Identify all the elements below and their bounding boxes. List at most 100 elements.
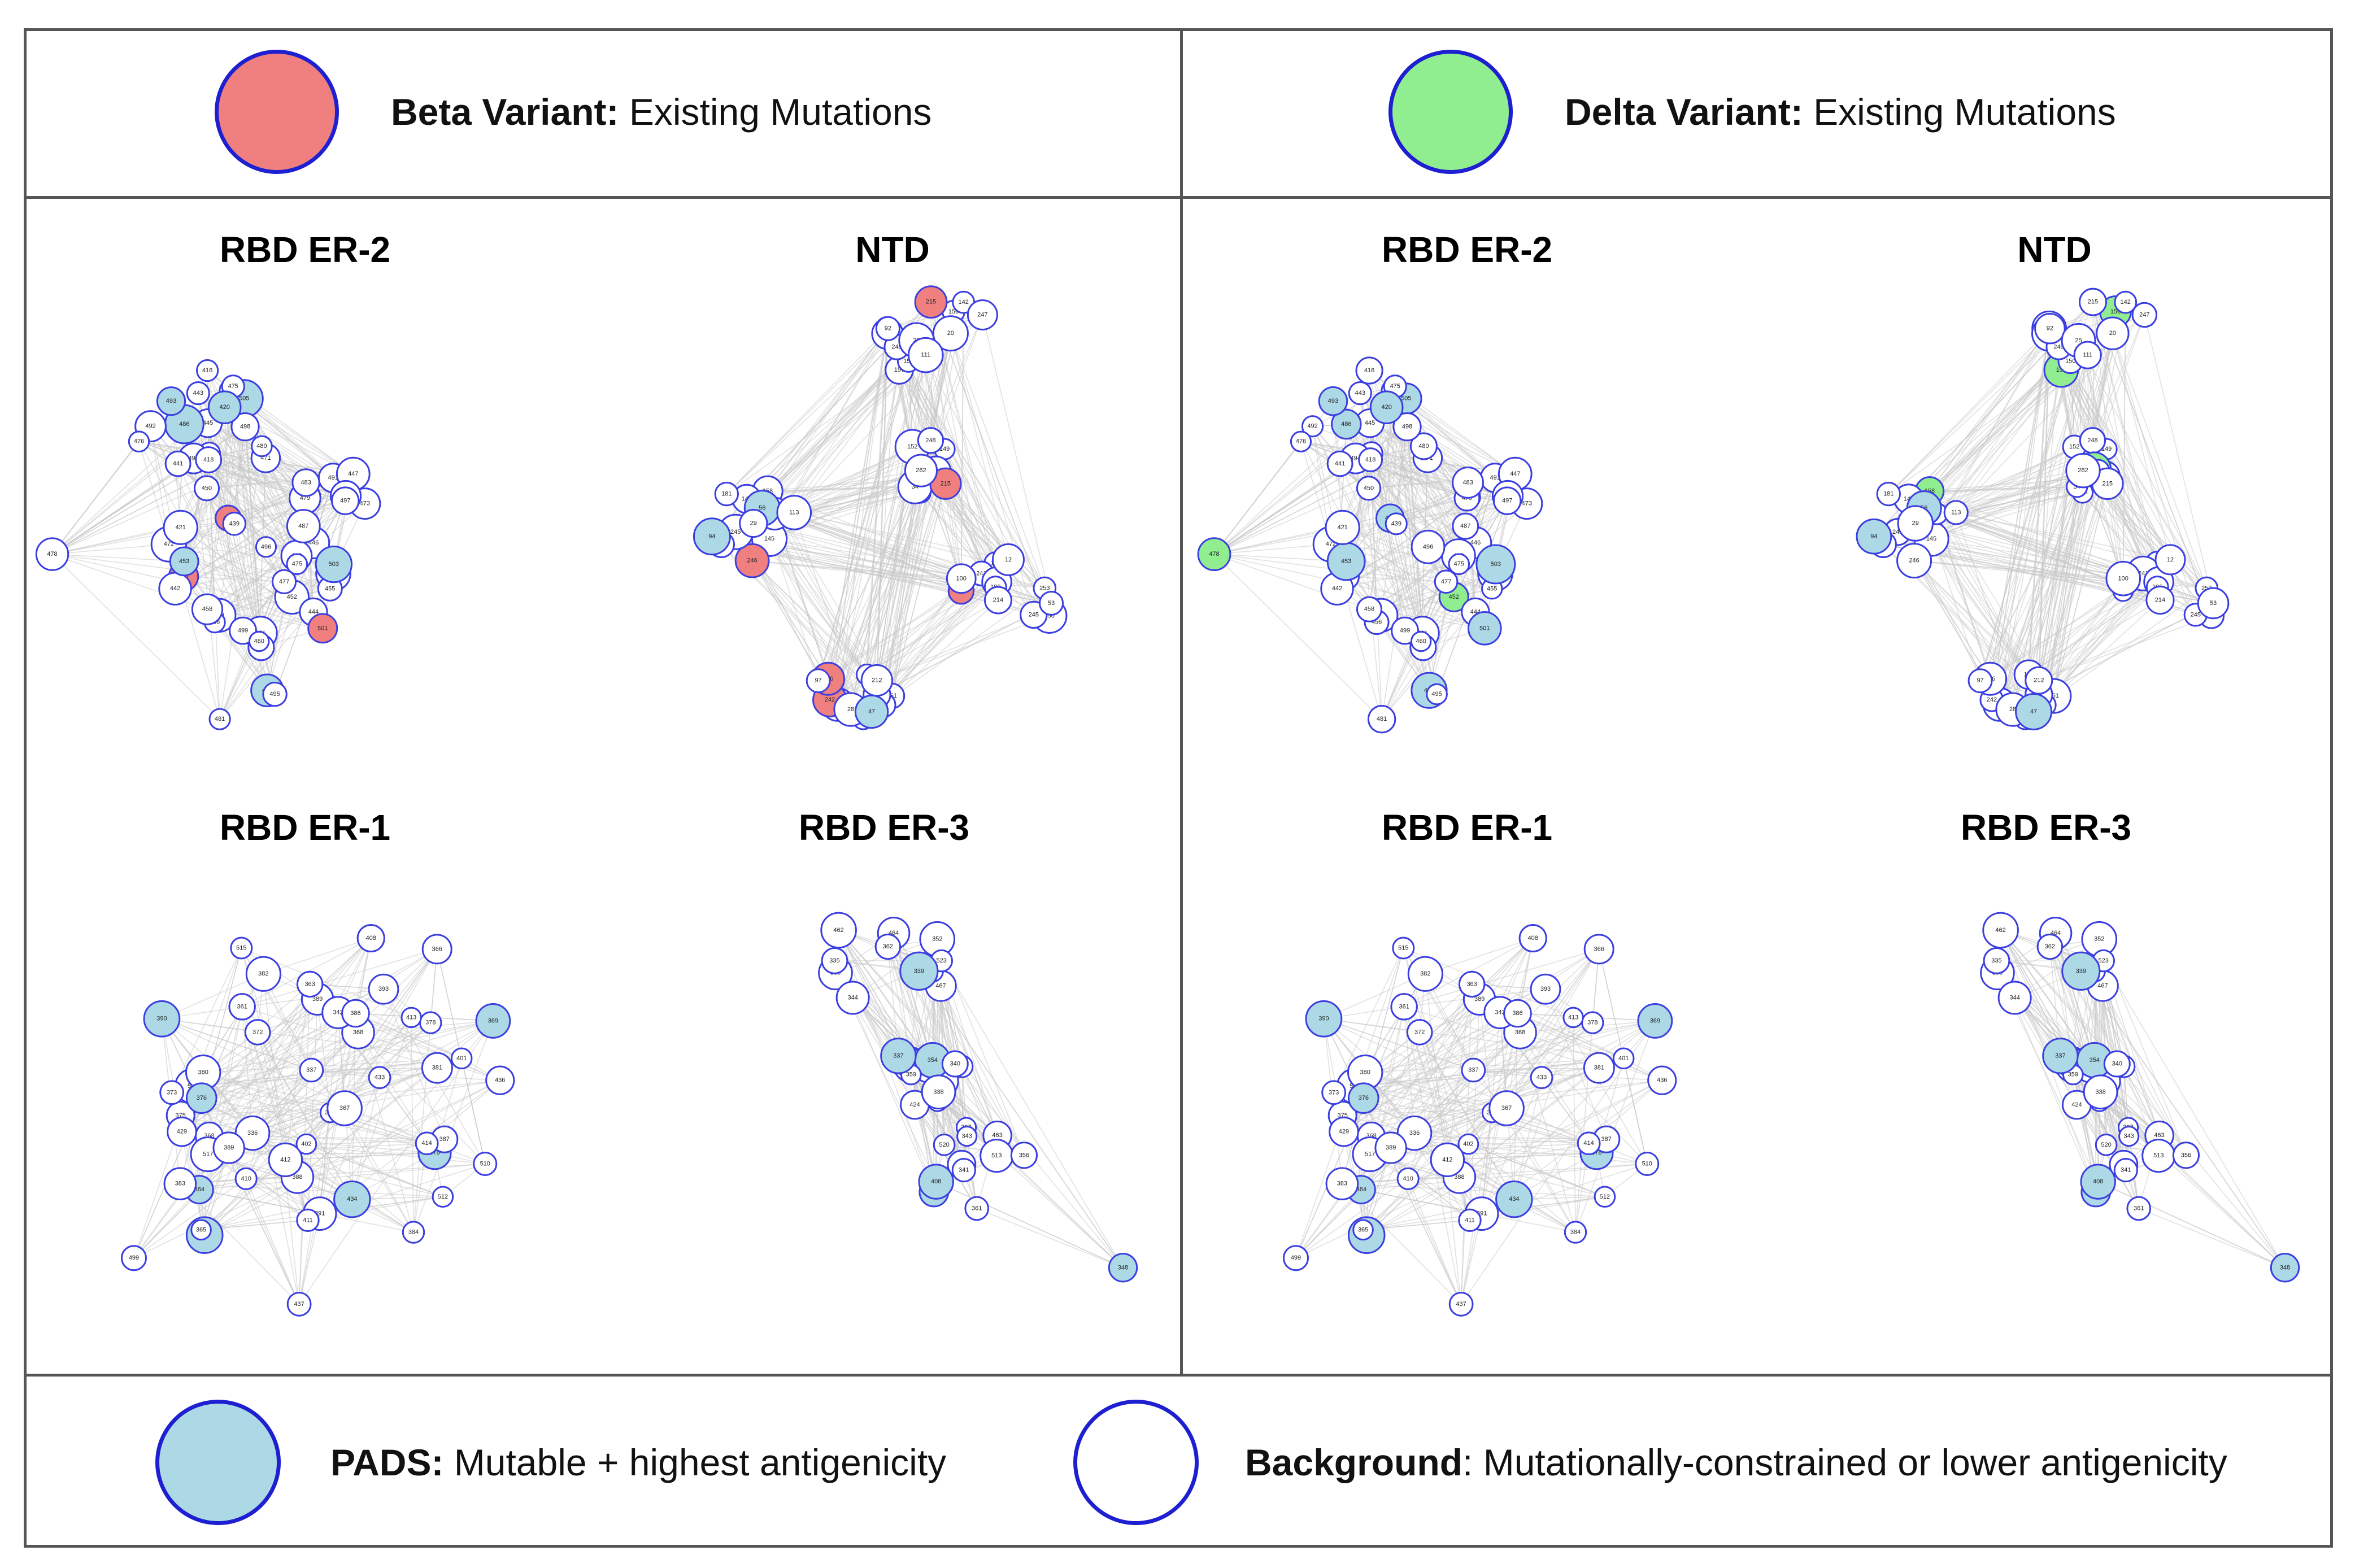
node-label: 411 (303, 1217, 313, 1223)
network-edge (1354, 1086, 1507, 1109)
network-edge (1214, 543, 1331, 555)
network-node: 493 (156, 386, 186, 416)
node-label: 401 (456, 1055, 467, 1062)
node-label: 501 (1479, 625, 1490, 631)
node-circle (932, 315, 969, 352)
node-label: 463 (2154, 1132, 2164, 1139)
node-label: 262 (2078, 467, 2088, 474)
network-edge (1481, 1077, 1542, 1214)
node-label: 344 (847, 995, 857, 1001)
network-edge (829, 476, 943, 700)
network-node: 481 (208, 708, 231, 730)
node-label: 445 (203, 420, 213, 426)
node-label: 20 (2109, 330, 2116, 337)
network-node: 480 (1409, 432, 1438, 460)
node-label: 212 (872, 677, 882, 684)
node-circle (1374, 1131, 1407, 1164)
delta-rbd-er3-title: RBD ER-3 (1960, 807, 2132, 848)
node-label: 247 (2139, 311, 2149, 318)
network-node: 437 (1448, 1291, 1474, 1317)
network-node: 335 (1983, 947, 2010, 974)
network-edge (1915, 522, 2123, 592)
node-label: 348 (1118, 1264, 1128, 1271)
node-circle (1430, 1142, 1465, 1178)
network-edge (1979, 355, 2088, 681)
node-circle (933, 1134, 956, 1156)
network-edge (1342, 1183, 1605, 1197)
node-label: 363 (304, 981, 315, 987)
network-node: 401 (450, 1047, 473, 1070)
network-node: 497 (330, 486, 360, 515)
node-label: 242 (1987, 696, 1997, 703)
node-circle (191, 593, 224, 625)
node-circle (2073, 341, 2102, 369)
beta-ntd-title: NTD (855, 229, 930, 270)
node-label: 381 (1594, 1065, 1604, 1072)
node-label: 462 (1995, 927, 2005, 934)
network-node: 92 (875, 316, 900, 341)
network-edge (1369, 423, 1466, 527)
network-node: 338 (2083, 1074, 2118, 1110)
network-node: 53 (1039, 590, 1064, 616)
network-node: 393 (1530, 973, 1561, 1005)
network-node: 460 (1410, 630, 1432, 652)
network-node: 383 (1325, 1167, 1359, 1200)
node-circle (2197, 587, 2230, 620)
node-label: 477 (1441, 578, 1451, 585)
network-node: 382 (245, 956, 281, 992)
network-edge (1513, 1077, 1542, 1200)
node-circle (2025, 666, 2053, 695)
node-label: 455 (1487, 585, 1497, 592)
node-label: 356 (1019, 1152, 1029, 1158)
node-circle (2015, 692, 2053, 730)
node-label: 389 (1474, 996, 1485, 1003)
node-label: 401 (1618, 1055, 1629, 1062)
node-label: 389 (312, 996, 323, 1003)
network-node: 344 (835, 981, 870, 1015)
node-label: 390 (1318, 1016, 1329, 1022)
network-edge (837, 302, 964, 705)
node-label: 337 (306, 1067, 316, 1074)
network-edge (175, 588, 323, 629)
network-edge (2049, 946, 2061, 1056)
node-label: 411 (1465, 1217, 1475, 1223)
network-edge (171, 1020, 494, 1094)
node-label: 47 (868, 708, 875, 715)
node-label: 387 (439, 1136, 450, 1143)
node-circle (714, 481, 739, 507)
network-edge (1991, 476, 2088, 700)
network-edge (358, 1032, 414, 1232)
delta-rbd-er2-network: 4713314734834524824604844914904724894944… (1197, 356, 1543, 734)
network-edge (2053, 484, 2108, 696)
network-edge (351, 1017, 412, 1200)
network-edge (219, 446, 263, 720)
network-edge (203, 1058, 462, 1073)
node-circle (1562, 1007, 1584, 1029)
network-node: 442 (158, 572, 192, 606)
node-label: 383 (175, 1181, 185, 1187)
network-edge (180, 458, 266, 528)
network-node: 386 (1503, 999, 1532, 1028)
network-node: 340 (941, 1050, 969, 1078)
node-label: 480 (256, 443, 267, 450)
node-label: 483 (301, 479, 311, 486)
node-label: 416 (1364, 367, 1374, 374)
network-node: 12 (2154, 544, 2186, 576)
network-node: 408 (356, 924, 385, 953)
node-label: 388 (292, 1174, 302, 1181)
node-circle (1329, 1116, 1359, 1147)
network-edge (1999, 302, 2126, 705)
network-edge (1365, 1072, 1507, 1109)
node-circle (918, 1164, 954, 1200)
node-label: 383 (1337, 1181, 1347, 1187)
node-circle (228, 993, 256, 1021)
network-edge (2028, 340, 2079, 675)
node-circle (1358, 447, 1383, 472)
node-label: 512 (1600, 1194, 1610, 1200)
node-circle (1495, 1181, 1533, 1218)
network-edge (192, 1086, 427, 1144)
network-edge (1506, 1017, 1574, 1109)
node-circle (1409, 432, 1438, 460)
network-node: 410 (234, 1167, 258, 1190)
node-label: 378 (425, 1020, 436, 1026)
